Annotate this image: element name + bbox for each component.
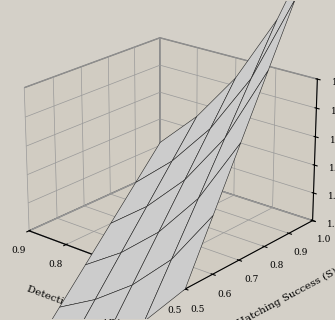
Y-axis label: Hatching Success (S): Hatching Success (S) [236, 267, 335, 320]
X-axis label: Detection Rate (R): Detection Rate (R) [26, 284, 121, 320]
